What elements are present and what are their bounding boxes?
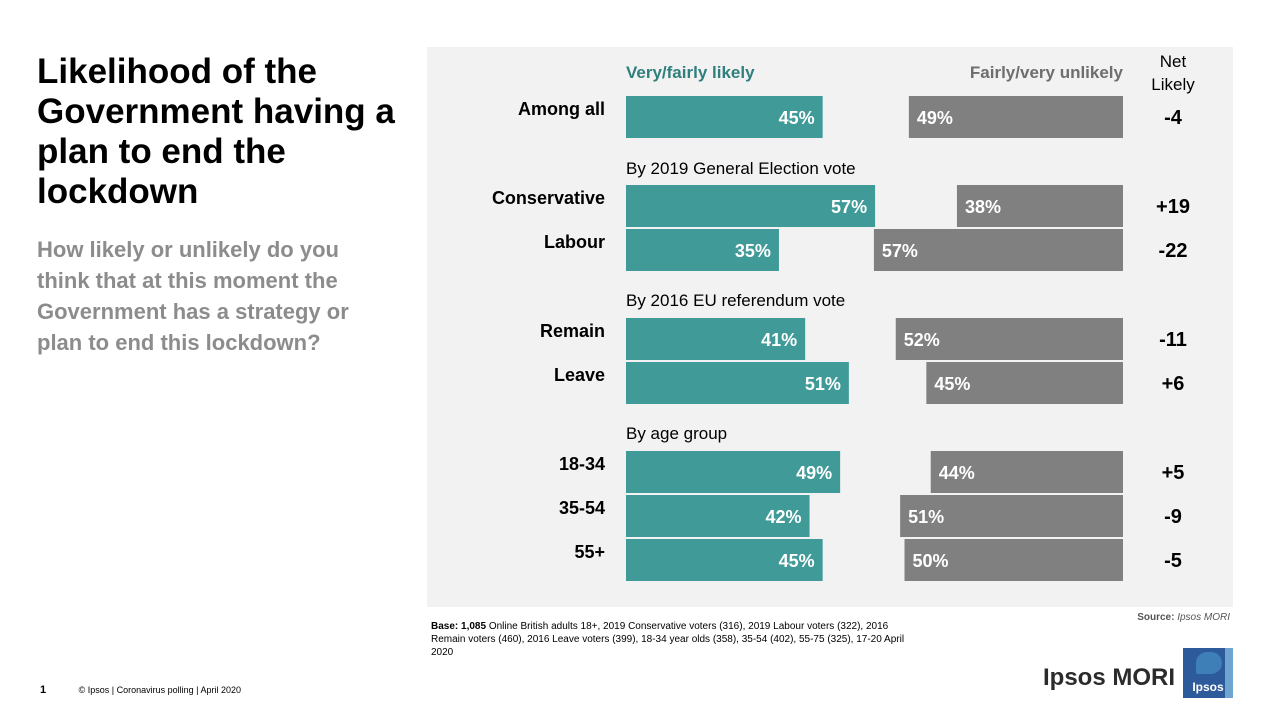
- row-label: 55+: [574, 542, 605, 562]
- bar-unlikely-label: 38%: [965, 197, 1001, 217]
- bar-likely: [626, 495, 810, 537]
- bar-likely: [626, 539, 823, 581]
- bar-likely-label: 35%: [735, 241, 771, 261]
- group-heading: By 2016 EU referendum vote: [626, 291, 845, 310]
- bar-unlikely-label: 44%: [939, 463, 975, 483]
- brand-name: Ipsos MORI: [1043, 664, 1176, 691]
- legend-likely: Very/fairly likely: [626, 63, 755, 82]
- net-value: -4: [1164, 107, 1183, 129]
- bar-unlikely: [908, 96, 1123, 138]
- bar-unlikely-label: 52%: [904, 330, 940, 350]
- row-label: Leave: [554, 365, 605, 385]
- footer: 1 © Ipsos | Coronavirus polling | April …: [40, 684, 241, 696]
- bar-likely-label: 45%: [779, 108, 815, 128]
- bar-unlikely: [895, 318, 1123, 360]
- bar-likely-label: 41%: [761, 330, 797, 350]
- logo-label: Ipsos: [1192, 680, 1224, 694]
- bar-likely-label: 45%: [779, 551, 815, 571]
- bar-likely: [626, 96, 823, 138]
- base-note: Base: 1,085 Online British adults 18+, 2…: [431, 620, 911, 659]
- bar-unlikely: [904, 539, 1123, 581]
- net-value: +19: [1156, 196, 1190, 218]
- net-value: -9: [1164, 506, 1182, 528]
- legend-net-line1: Net: [1160, 52, 1187, 71]
- page-title: Likelihood of the Government having a pl…: [37, 52, 395, 211]
- legend-unlikely: Fairly/very unlikely: [970, 63, 1124, 82]
- base-text: Online British adults 18+, 2019 Conserva…: [431, 621, 905, 658]
- net-value: +5: [1162, 462, 1185, 484]
- bar-unlikely: [926, 362, 1123, 404]
- bar-unlikely-label: 49%: [917, 108, 953, 128]
- net-value: -5: [1164, 550, 1182, 572]
- bar-unlikely: [900, 495, 1123, 537]
- bar-unlikely-label: 51%: [908, 507, 944, 527]
- bar-unlikely-label: 50%: [913, 551, 949, 571]
- source-label: Source:: [1137, 612, 1175, 623]
- chart-panel: Very/fairly likely Fairly/very unlikely Ne…: [427, 47, 1233, 607]
- row-label: 18-34: [559, 454, 605, 474]
- source-value: Ipsos MORI: [1177, 612, 1230, 623]
- bar-likely-label: 51%: [805, 374, 841, 394]
- ipsos-logo-icon: Ipsos: [1183, 648, 1233, 698]
- row-label: Conservative: [492, 188, 605, 208]
- bar-unlikely-label: 45%: [934, 374, 970, 394]
- row-label: 35-54: [559, 498, 605, 518]
- bar-unlikely: [956, 185, 1123, 227]
- net-value: -11: [1159, 329, 1187, 351]
- row-label: Remain: [540, 321, 605, 341]
- footer-text: © Ipsos | Coronavirus polling | April 20…: [78, 685, 242, 695]
- group-heading: By 2019 General Election vote: [626, 159, 856, 178]
- legend-net-line2: Likely: [1151, 75, 1195, 94]
- group-heading: By age group: [626, 424, 727, 443]
- bar-likely: [626, 451, 841, 493]
- net-value: +6: [1162, 373, 1185, 395]
- question-text: How likely or unlikely do you think that…: [37, 237, 349, 355]
- row-label: Among all: [518, 99, 605, 119]
- diverging-bar-chart: Very/fairly likely Fairly/very unlikely Ne…: [492, 52, 1195, 581]
- bar-likely: [626, 318, 806, 360]
- bar-unlikely: [873, 229, 1123, 271]
- source-note: Source: Ipsos MORI: [1137, 612, 1230, 623]
- logo-accent: [1225, 648, 1233, 698]
- net-value: -22: [1159, 240, 1188, 262]
- base-label: Base: 1,085: [431, 621, 487, 632]
- bar-likely-label: 42%: [766, 507, 802, 527]
- row-label: Labour: [544, 232, 605, 252]
- bar-likely: [626, 185, 876, 227]
- page-number: 1: [40, 684, 47, 696]
- bar-unlikely-label: 57%: [882, 241, 918, 261]
- bar-unlikely: [930, 451, 1123, 493]
- bar-likely: [626, 229, 779, 271]
- logo-bubble-icon: [1196, 652, 1222, 674]
- bar-likely: [626, 362, 849, 404]
- bar-likely-label: 57%: [831, 197, 867, 217]
- bar-likely-label: 49%: [796, 463, 832, 483]
